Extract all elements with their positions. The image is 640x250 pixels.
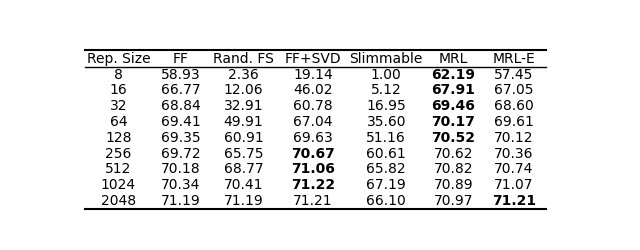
Text: Rand. FS: Rand. FS: [213, 52, 274, 66]
Text: 69.63: 69.63: [293, 131, 333, 145]
Text: 70.52: 70.52: [431, 131, 476, 145]
Text: 128: 128: [105, 131, 132, 145]
Text: 68.60: 68.60: [494, 99, 534, 113]
Text: 5.12: 5.12: [371, 84, 402, 98]
Text: MRL: MRL: [438, 52, 468, 66]
Text: 66.10: 66.10: [367, 194, 406, 208]
Text: 71.22: 71.22: [291, 178, 335, 192]
Text: 60.78: 60.78: [293, 99, 333, 113]
Text: 70.18: 70.18: [161, 162, 200, 176]
Text: 512: 512: [105, 162, 132, 176]
Text: 16: 16: [109, 84, 127, 98]
Text: 68.77: 68.77: [224, 162, 264, 176]
Text: 67.05: 67.05: [494, 84, 534, 98]
Text: 8: 8: [114, 68, 123, 82]
Text: 70.41: 70.41: [224, 178, 264, 192]
Text: 71.19: 71.19: [224, 194, 264, 208]
Text: 65.82: 65.82: [367, 162, 406, 176]
Text: 70.67: 70.67: [291, 146, 335, 160]
Text: 12.06: 12.06: [224, 84, 264, 98]
Text: 70.36: 70.36: [494, 146, 534, 160]
Text: 71.21: 71.21: [492, 194, 536, 208]
Text: 2048: 2048: [101, 194, 136, 208]
Text: 2.36: 2.36: [228, 68, 259, 82]
Text: 69.41: 69.41: [161, 115, 200, 129]
Text: 70.17: 70.17: [431, 115, 475, 129]
Text: 66.77: 66.77: [161, 84, 200, 98]
Text: 70.89: 70.89: [433, 178, 473, 192]
Text: 70.74: 70.74: [494, 162, 534, 176]
Text: 60.91: 60.91: [224, 131, 264, 145]
Text: 19.14: 19.14: [293, 68, 333, 82]
Text: 51.16: 51.16: [367, 131, 406, 145]
Text: 68.84: 68.84: [161, 99, 200, 113]
Text: 16.95: 16.95: [367, 99, 406, 113]
Text: 70.97: 70.97: [433, 194, 473, 208]
Text: 64: 64: [109, 115, 127, 129]
Text: 32.91: 32.91: [224, 99, 264, 113]
Text: 69.61: 69.61: [494, 115, 534, 129]
Text: MRL-E: MRL-E: [493, 52, 536, 66]
Text: 49.91: 49.91: [224, 115, 264, 129]
Text: 46.02: 46.02: [293, 84, 333, 98]
Text: FF: FF: [172, 52, 188, 66]
Text: 69.35: 69.35: [161, 131, 200, 145]
Text: 67.19: 67.19: [367, 178, 406, 192]
Text: 71.21: 71.21: [293, 194, 333, 208]
Text: 71.07: 71.07: [494, 178, 534, 192]
Text: 69.46: 69.46: [431, 99, 475, 113]
Text: 67.91: 67.91: [431, 84, 475, 98]
Text: 57.45: 57.45: [494, 68, 534, 82]
Text: 70.12: 70.12: [494, 131, 534, 145]
Text: 71.06: 71.06: [291, 162, 335, 176]
Text: 1.00: 1.00: [371, 68, 402, 82]
Text: Slimmable: Slimmable: [349, 52, 423, 66]
Text: 69.72: 69.72: [161, 146, 200, 160]
Text: 67.04: 67.04: [293, 115, 333, 129]
Text: 65.75: 65.75: [224, 146, 264, 160]
Text: 1024: 1024: [101, 178, 136, 192]
Text: 70.62: 70.62: [433, 146, 473, 160]
Text: Rep. Size: Rep. Size: [86, 52, 150, 66]
Text: 32: 32: [109, 99, 127, 113]
Text: 35.60: 35.60: [367, 115, 406, 129]
Text: 58.93: 58.93: [161, 68, 200, 82]
Text: 70.34: 70.34: [161, 178, 200, 192]
Text: 71.19: 71.19: [161, 194, 200, 208]
Text: 70.82: 70.82: [433, 162, 473, 176]
Text: 62.19: 62.19: [431, 68, 476, 82]
Text: 60.61: 60.61: [367, 146, 406, 160]
Text: FF+SVD: FF+SVD: [285, 52, 341, 66]
Text: 256: 256: [105, 146, 132, 160]
